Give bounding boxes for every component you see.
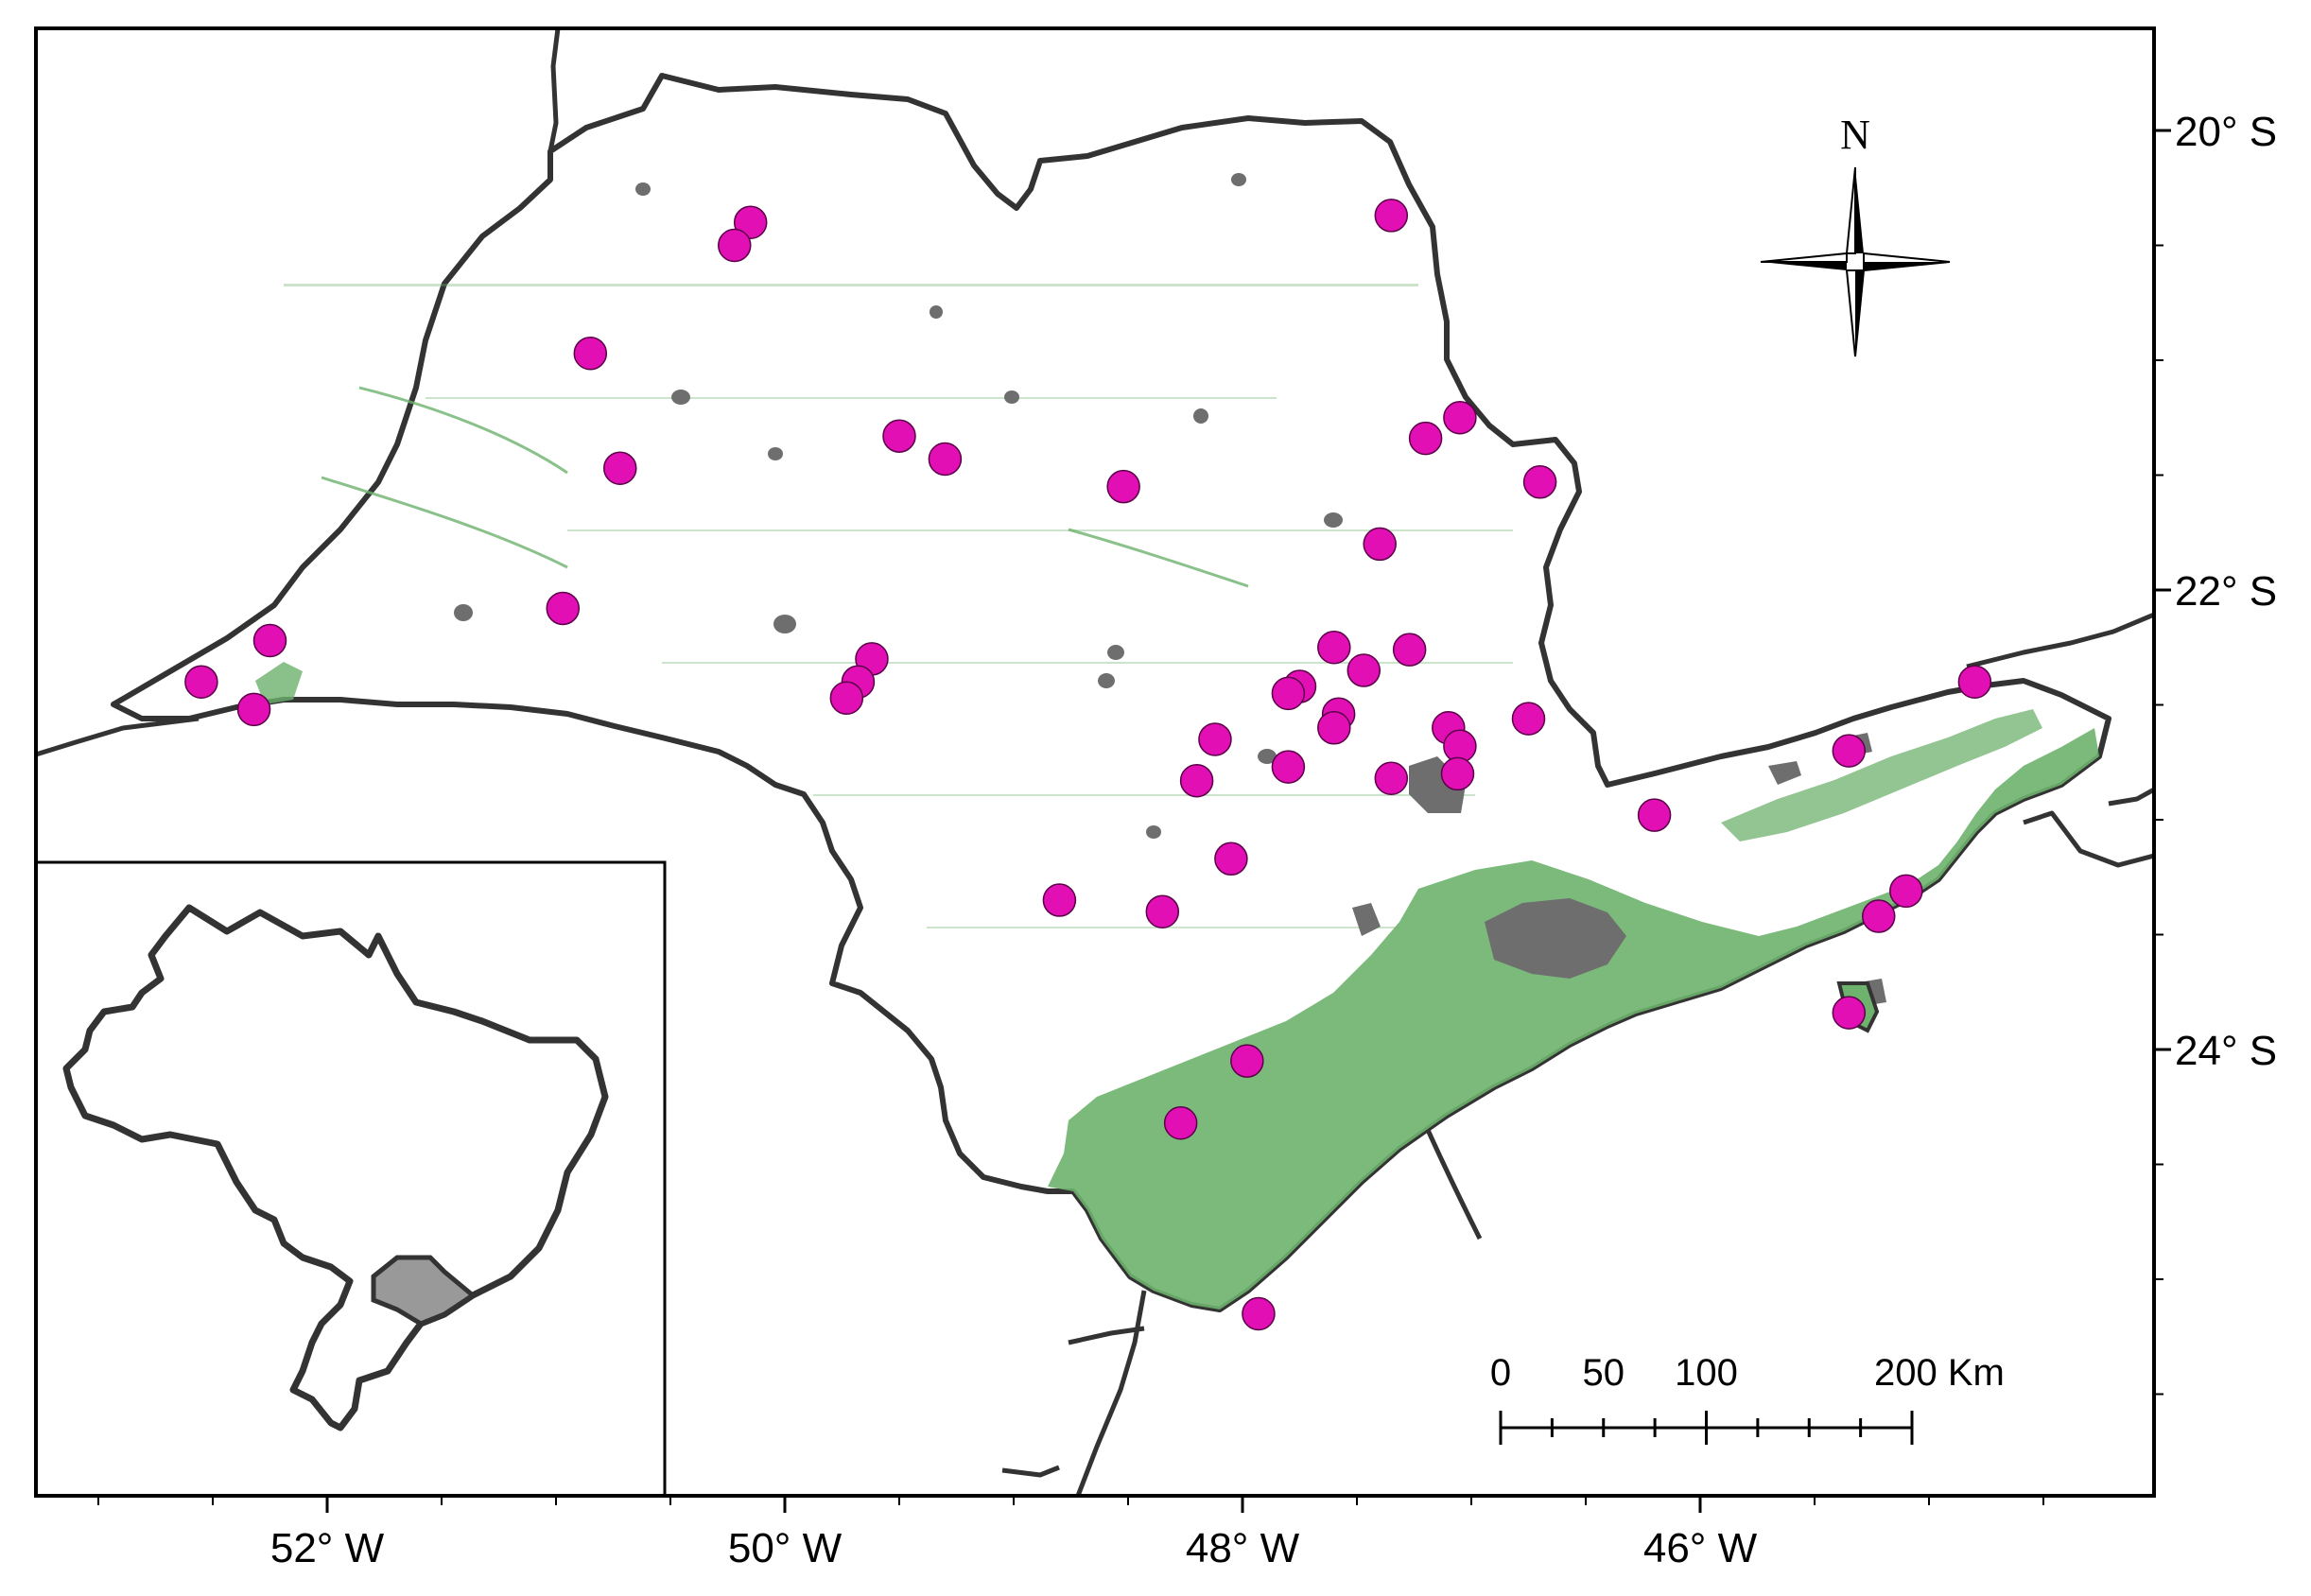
scale-label: 200 Km [1874, 1352, 2005, 1394]
site-point [1637, 798, 1672, 832]
brazil-outline [62, 904, 609, 1431]
site-point [1522, 465, 1557, 499]
forest-mantiqueira [1721, 709, 2042, 841]
site-point [1106, 469, 1140, 504]
longitude-label: 50° W [728, 1525, 843, 1571]
site-point [252, 623, 287, 658]
longitude-label: 46° W [1643, 1525, 1758, 1571]
site-point [1230, 1044, 1264, 1078]
scale-label: 0 [1490, 1352, 1511, 1394]
site-point [1163, 1106, 1198, 1140]
site-point [1832, 996, 1867, 1030]
site-point [1271, 750, 1306, 784]
site-point [733, 205, 768, 239]
site-point [1440, 756, 1475, 791]
site-point [1392, 633, 1427, 667]
site-point [546, 591, 581, 626]
site-point [1889, 874, 1923, 909]
site-markers [184, 199, 1992, 1331]
site-point [1511, 702, 1546, 736]
latitude-labels: 20° S 22° S 24° S [2154, 109, 2277, 1074]
site-point [1408, 421, 1443, 456]
site-point [603, 451, 637, 485]
site-point [1363, 527, 1397, 562]
scale-label: 50 [1583, 1352, 1625, 1394]
site-point [1347, 653, 1381, 687]
longitude-label: 48° W [1186, 1525, 1300, 1571]
site-point [1374, 761, 1409, 796]
river-corridor [321, 386, 1249, 588]
site-point [718, 228, 752, 263]
latitude-label: 22° S [2175, 568, 2277, 615]
site-point [1198, 722, 1232, 756]
site-point [184, 665, 218, 699]
neighbor-borders [36, 28, 2154, 1496]
site-point [882, 419, 916, 453]
longitude-label: 52° W [270, 1525, 385, 1571]
site-point [1832, 734, 1867, 768]
site-point [1862, 899, 1896, 933]
site-point [1317, 711, 1351, 745]
site-point [1374, 199, 1409, 233]
site-point [1145, 894, 1180, 928]
inset-map [34, 860, 667, 1498]
site-point [573, 336, 608, 371]
inset-sao-paulo [371, 1255, 478, 1327]
site-point [1957, 665, 1992, 699]
site-point [1271, 676, 1306, 711]
site-point [236, 692, 271, 727]
site-point [1242, 1296, 1276, 1331]
scale-bar: 0 50 100 200 Km [1490, 1352, 2005, 1445]
latitude-label: 20° S [2175, 109, 2277, 155]
site-point [1214, 841, 1248, 876]
map-frame [34, 26, 2156, 1498]
site-point [928, 442, 963, 477]
forest-west [255, 662, 303, 704]
north-arrow: N [1760, 112, 1951, 357]
site-point [829, 681, 864, 715]
site-point [1443, 401, 1477, 435]
latitude-label: 24° S [2175, 1028, 2277, 1074]
north-label: N [1840, 112, 1870, 158]
site-point [1317, 631, 1351, 665]
site-point [1042, 883, 1077, 917]
site-point [1179, 763, 1214, 798]
scale-label: 100 [1675, 1352, 1738, 1394]
forest-coastal [1048, 728, 2099, 1310]
longitude-labels: 52° W 50° W 48° W 46° W [270, 1496, 1758, 1571]
